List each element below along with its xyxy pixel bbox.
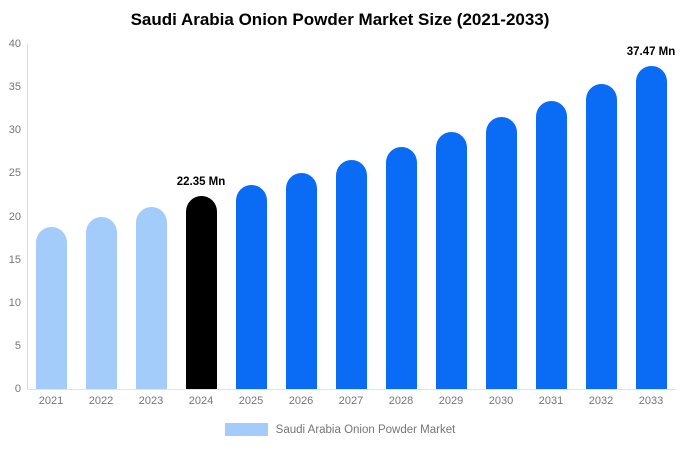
x-tick-label-2030: 2030: [488, 395, 514, 407]
y-tick-label: 25: [8, 167, 21, 180]
x-tick-label-2032: 2032: [588, 395, 614, 407]
y-axis-line: [27, 44, 28, 389]
bar-2023[interactable]: [135, 207, 167, 389]
x-tick-label-2026: 2026: [288, 395, 314, 407]
bar-column-2033: 37.47 Mn 2033: [626, 44, 676, 407]
y-tick-label: 40: [8, 38, 21, 50]
y-tick-label: 35: [8, 81, 21, 94]
y-tick-label: 30: [8, 124, 21, 137]
y-tick-label: 0: [14, 383, 21, 395]
x-tick-label-2022: 2022: [88, 395, 114, 407]
x-tick-label-2024: 2024: [188, 395, 214, 407]
x-tick-label-2033: 2033: [638, 395, 664, 407]
bar-2032[interactable]: [585, 83, 617, 389]
x-tick-label-2021: 2021: [38, 395, 64, 407]
x-tick-label-2023: 2023: [138, 395, 164, 407]
y-tick-label: 10: [8, 296, 21, 309]
y-tick-label: 5: [14, 339, 21, 352]
legend-swatch: [224, 423, 268, 436]
bar-column-2027: 2027: [326, 44, 376, 407]
bar-column-2022: 2022: [76, 44, 126, 407]
x-tick-label-2025: 2025: [238, 395, 264, 407]
bar-2029[interactable]: [435, 132, 467, 389]
legend-item[interactable]: Saudi Arabia Onion Powder Market: [0, 423, 680, 436]
y-tick-label: 20: [8, 210, 21, 223]
x-axis-line: [27, 389, 676, 390]
bar-2030[interactable]: [485, 117, 517, 389]
bar-column-2021: 2021: [26, 44, 76, 407]
legend-label: Saudi Arabia Onion Powder Market: [275, 423, 456, 436]
bar-value-label-2033: 37.47 Mn: [626, 45, 676, 58]
bar-column-2032: 2032: [576, 44, 626, 407]
x-tick-label-2029: 2029: [438, 395, 464, 407]
bar-value-label-2024: 22.35 Mn: [176, 176, 226, 189]
bar-2028[interactable]: [385, 146, 417, 389]
bar-2033[interactable]: [635, 65, 667, 389]
bar-column-2023: 2023: [126, 44, 176, 407]
bar-2027[interactable]: [335, 160, 367, 389]
bar-column-2028: 2028: [376, 44, 426, 407]
x-tick-label-2031: 2031: [538, 395, 564, 407]
bar-column-2025: 2025: [226, 44, 276, 407]
bar-2026[interactable]: [285, 172, 317, 389]
x-tick-label-2027: 2027: [338, 395, 364, 407]
bar-column-2030: 2030: [476, 44, 526, 407]
bar-column-2026: 2026: [276, 44, 326, 407]
bar-2021[interactable]: [35, 226, 67, 389]
bar-column-2029: 2029: [426, 44, 476, 407]
y-tick-label: 15: [8, 253, 21, 266]
bar-2031[interactable]: [535, 100, 567, 389]
bar-2022[interactable]: [85, 217, 117, 389]
plot-area: 2021 2022 2023 22.35 Mn 2024 2025 2026 2027 2028…: [26, 44, 676, 407]
chart-title: Saudi Arabia Onion Powder Market Size (2…: [130, 10, 550, 29]
bar-column-2024: 22.35 Mn 2024: [176, 44, 226, 407]
bar-column-2031: 2031: [526, 44, 576, 407]
x-tick-label-2028: 2028: [388, 395, 414, 407]
bar-2025[interactable]: [235, 184, 267, 389]
bar-2024[interactable]: [185, 196, 217, 389]
